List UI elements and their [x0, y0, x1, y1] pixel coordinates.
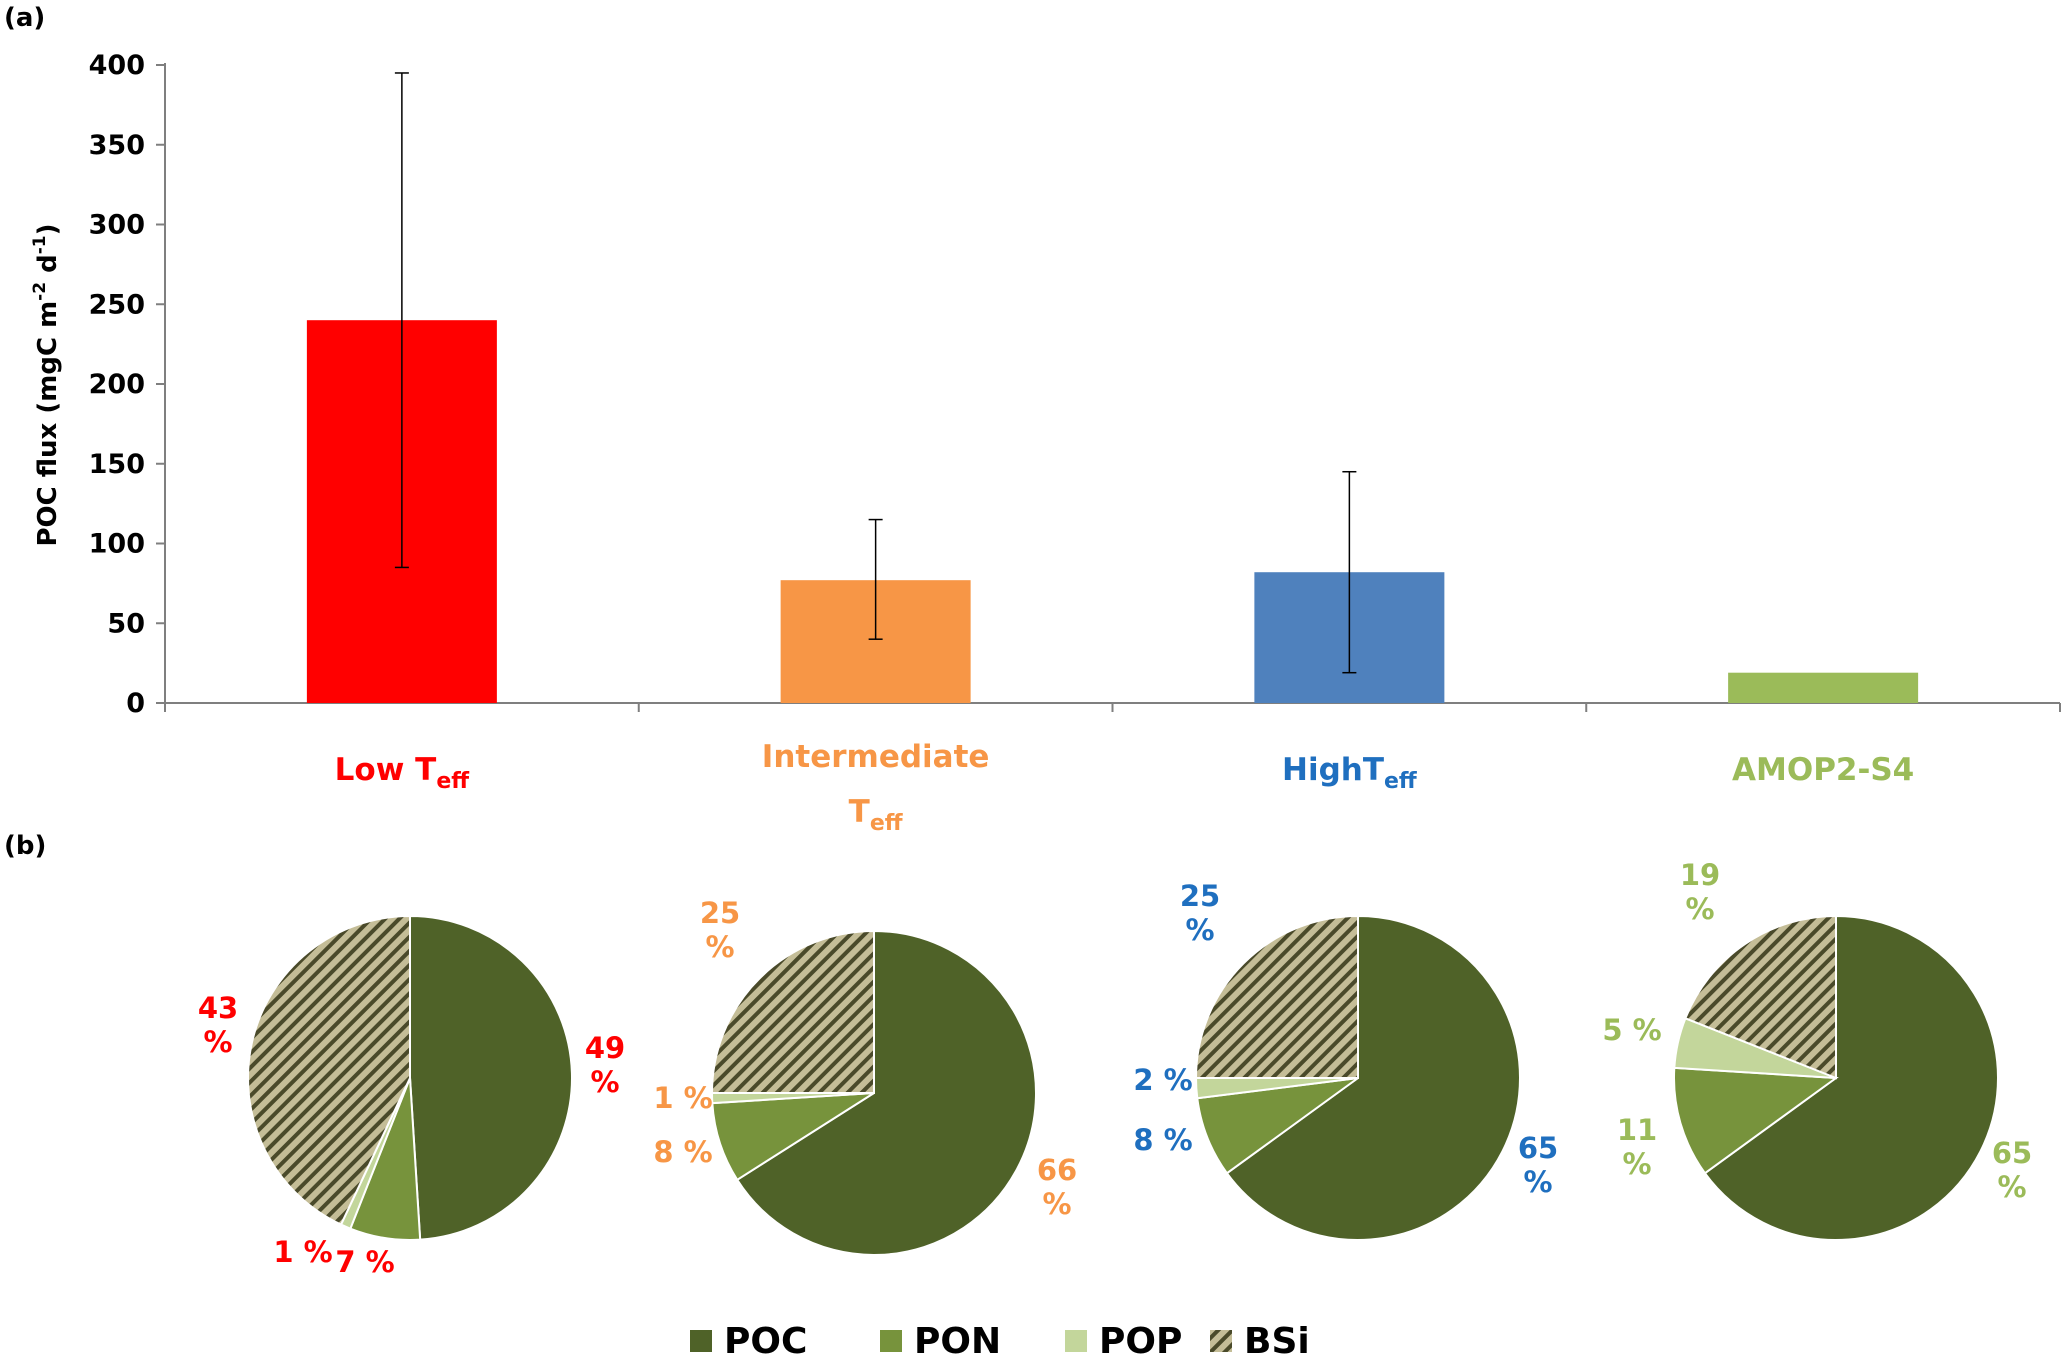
- pie-data-label: 25%: [700, 896, 740, 964]
- legend-item: POP: [1065, 1321, 1182, 1362]
- legend-item: PON: [880, 1321, 1001, 1362]
- legend-item: POC: [690, 1321, 807, 1362]
- pie-data-label: 2 %: [1133, 1063, 1192, 1097]
- pie-chart: 65 % 11 % 5 % 19%: [1602, 858, 2032, 1241]
- pie-slice-pon: [1673, 1066, 1839, 1175]
- legend-swatch: [1210, 1330, 1232, 1352]
- y-tick-label: 350: [89, 130, 145, 161]
- legend: POC PON POP BSi: [690, 1321, 1310, 1362]
- y-tick-label: 0: [126, 688, 145, 719]
- pie-slice-bsi: [1194, 914, 1359, 1079]
- legend-label: POC: [724, 1321, 807, 1362]
- panel-label-b: (b): [4, 831, 46, 861]
- pie-slice-poc: [1703, 914, 1999, 1241]
- x-category-label: Intermediate: [762, 739, 990, 775]
- legend-swatch: [1065, 1330, 1087, 1352]
- pie-data-label: 65%: [1518, 1131, 1558, 1199]
- y-axis-label: POC flux (mgC m-2 d-1): [30, 223, 63, 546]
- y-tick-label: 150: [89, 449, 145, 480]
- pie-data-label: 65%: [1992, 1136, 2032, 1204]
- pie-data-label: 43%: [198, 991, 238, 1059]
- y-tick-label: 100: [89, 529, 145, 560]
- x-category-label: HighTeff: [1282, 752, 1418, 794]
- pie-data-label: 5 %: [1602, 1013, 1661, 1047]
- x-category-label: Teff: [849, 794, 904, 836]
- pie-data-label: 19%: [1680, 858, 1720, 926]
- pie-slice-bsi: [1684, 914, 1837, 1080]
- pie-data-label: 11%: [1617, 1113, 1657, 1181]
- y-tick-label: 300: [89, 210, 145, 241]
- pie-data-label: 49%: [585, 1031, 625, 1099]
- pie-data-label: 1 %: [653, 1081, 712, 1115]
- pie-data-label: 66%: [1037, 1153, 1077, 1221]
- pie-data-label: 8 %: [1133, 1123, 1192, 1157]
- pie-data-label: 7 %: [335, 1245, 394, 1279]
- pie-slice-poc: [1225, 914, 1521, 1241]
- pie-charts: 49 %7 %1 %43 %66 %8 %1 %25 %65 %8 %2 %25 %65 %1…: [198, 858, 2032, 1279]
- panel-label-a: (a): [4, 3, 45, 33]
- legend-label: POP: [1099, 1321, 1182, 1362]
- pie-chart: 49 % 7 %1 % 43%: [198, 914, 625, 1279]
- pie-slice-poc: [409, 914, 573, 1241]
- legend-item: BSi: [1210, 1321, 1310, 1362]
- legend-swatch: [880, 1330, 902, 1352]
- pie-data-label: 8 %: [653, 1135, 712, 1169]
- bar-chart: 0 50 100 150 200 250 300 350 400 POC flux (mgC m-…: [30, 50, 2061, 836]
- y-tick-label: 50: [107, 608, 145, 639]
- legend-label: PON: [914, 1321, 1001, 1362]
- pie-slice-poc: [735, 929, 1037, 1256]
- pie-data-label: 1 %: [273, 1235, 332, 1269]
- pie-data-label: 25%: [1180, 879, 1220, 947]
- error-bar: [868, 518, 883, 640]
- error-bar: [1342, 470, 1357, 674]
- pie-chart: 65 % 8 % 2 % 25%: [1133, 879, 1558, 1241]
- legend-label: BSi: [1244, 1321, 1310, 1362]
- y-tick-label: 250: [89, 289, 145, 320]
- error-bar: [394, 72, 409, 569]
- pie-chart: 66 % 8 % 1 % 25%: [653, 896, 1077, 1256]
- pie-slice-bsi: [710, 929, 875, 1094]
- x-category-label: Low Teff: [335, 752, 471, 794]
- y-tick-label: 400: [89, 50, 145, 81]
- bar: [1728, 672, 1919, 703]
- x-category-label: AMOP2-S4: [1732, 752, 1914, 788]
- y-tick-label: 200: [89, 369, 145, 400]
- pie-slice-bsi: [247, 914, 411, 1226]
- legend-swatch: [690, 1330, 712, 1352]
